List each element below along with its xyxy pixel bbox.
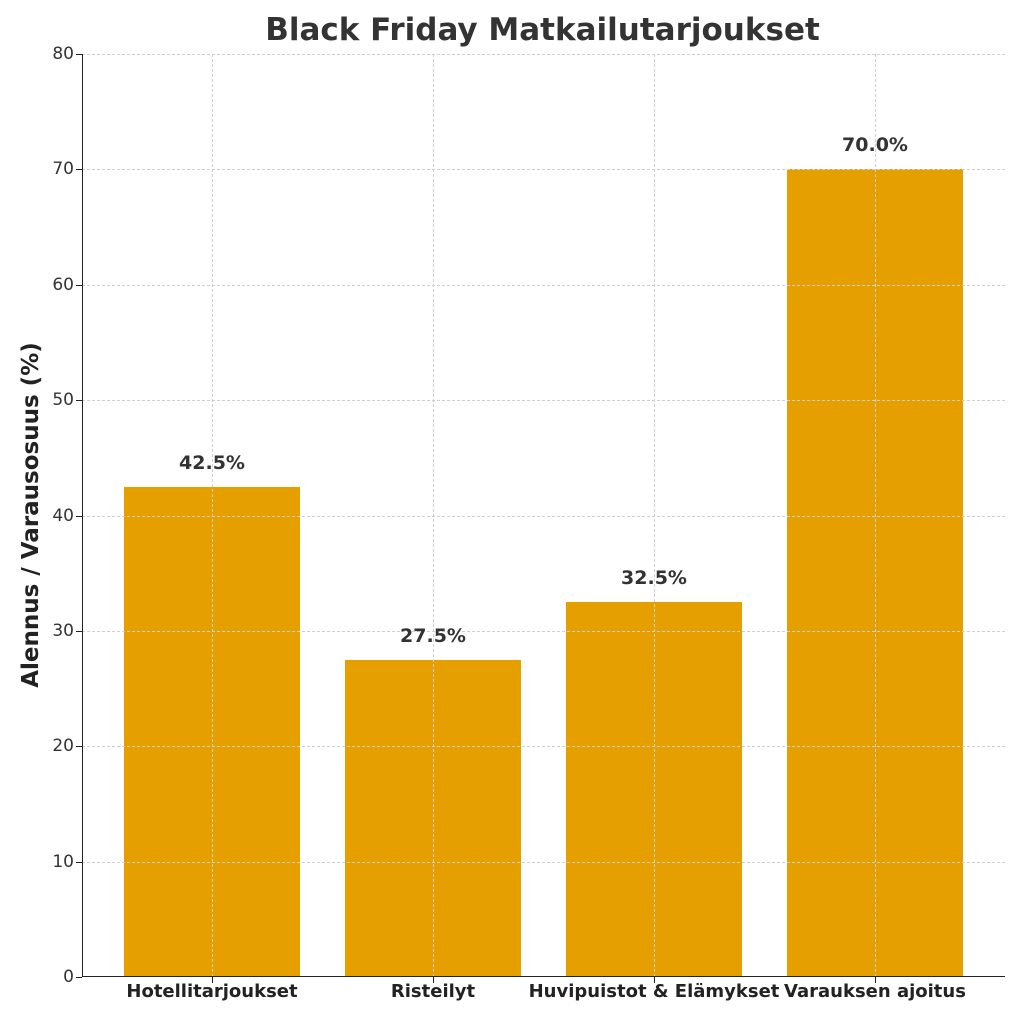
y-tick-mark (76, 861, 82, 863)
x-tick-mark (433, 977, 434, 983)
bar-value-label: 70.0% (842, 134, 908, 157)
chart-title: Black Friday Matkailutarjoukset (265, 12, 820, 48)
y-tick-label: 20 (52, 736, 74, 757)
grid-line-horizontal (82, 284, 1005, 286)
y-tick-mark (76, 400, 82, 402)
plot-area: 42.5% 27.5% 32.5% 70.0% (76, 54, 1005, 983)
x-tick-label: Hotellitarjoukset (126, 981, 298, 1002)
y-tick-label: 50 (52, 390, 74, 411)
y-tick-mark (76, 284, 82, 286)
y-tick-mark (76, 169, 82, 171)
grid-line-vertical (875, 54, 876, 977)
grid-line-vertical (654, 54, 655, 977)
y-tick-label: 70 (52, 159, 74, 180)
y-tick-label: 80 (52, 44, 74, 64)
grid-line-horizontal (82, 400, 1005, 402)
bar-value-label: 42.5% (179, 451, 245, 474)
y-tick-label: 40 (52, 505, 74, 526)
x-tick-label: Huvipuistot & Elämykset (528, 981, 780, 1002)
grid-line-horizontal (82, 746, 1005, 748)
x-tick-mark (875, 977, 876, 983)
grid-line-vertical (212, 54, 213, 977)
grid-line-horizontal (82, 515, 1005, 517)
grid-line-horizontal (82, 54, 1005, 55)
y-axis-label: Alennus / Varausosuus (%) (18, 342, 44, 688)
y-tick-mark (76, 54, 82, 55)
x-tick-mark (654, 977, 655, 983)
x-tick-label: Risteilyt (390, 981, 476, 1002)
x-axis-line (82, 976, 1005, 977)
y-axis-line (82, 54, 83, 977)
y-tick-label: 60 (52, 274, 74, 295)
x-tick-label: Varauksen ajoitus (784, 981, 966, 1002)
y-tick-label: 0 (63, 967, 74, 987)
y-tick-mark (76, 746, 82, 748)
y-tick-mark (76, 515, 82, 517)
grid-line-horizontal (82, 169, 1005, 171)
grid-line-horizontal (82, 861, 1005, 863)
y-tick-mark (76, 630, 82, 632)
bar-value-label: 32.5% (621, 567, 687, 590)
bar-value-label: 27.5% (400, 624, 466, 647)
y-tick-mark (76, 977, 82, 978)
y-tick-label: 30 (52, 620, 74, 641)
y-tick-label: 10 (52, 851, 74, 872)
x-tick-mark (212, 977, 213, 983)
grid-line-horizontal (82, 630, 1005, 632)
grid-line-vertical (433, 54, 434, 977)
